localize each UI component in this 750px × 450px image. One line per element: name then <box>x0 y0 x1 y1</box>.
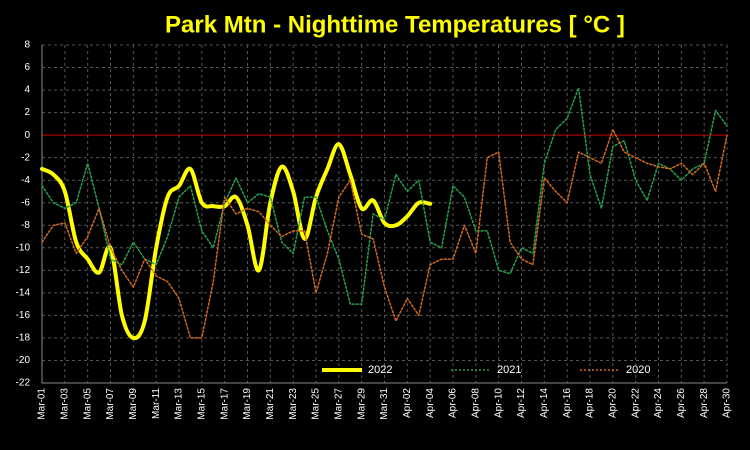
y-tick-label: 2 <box>24 107 30 118</box>
x-tick-label: Apr-06 <box>448 388 459 418</box>
x-tick-label: Mar-07 <box>105 388 116 420</box>
x-tick-label: Mar-05 <box>82 388 93 420</box>
y-tick-label: -20 <box>16 355 31 366</box>
y-tick-label: -22 <box>16 378 31 389</box>
x-tick-label: Mar-19 <box>242 388 253 420</box>
x-tick-label: Mar-31 <box>379 388 390 420</box>
x-tick-label: Mar-01 <box>37 388 48 420</box>
y-tick-label: -2 <box>21 152 30 163</box>
x-tick-label: Mar-15 <box>196 388 207 420</box>
chart-title: Park Mtn - Nighttime Temperatures [ °C ] <box>165 11 625 38</box>
series-line <box>41 87 728 305</box>
y-tick-label: 4 <box>24 85 30 96</box>
x-tick-label: Apr-12 <box>516 388 527 418</box>
legend-label: 2022 <box>368 364 392 376</box>
y-tick-label: -4 <box>21 175 30 186</box>
x-tick-label: Mar-13 <box>174 388 185 420</box>
x-tick-label: Apr-28 <box>699 388 710 418</box>
y-tick-label: -18 <box>16 333 31 344</box>
x-tick-label: Apr-26 <box>676 388 687 418</box>
x-tick-label: Apr-22 <box>630 388 641 418</box>
y-tick-label: 8 <box>24 40 30 51</box>
x-tick-label: Mar-03 <box>59 388 70 420</box>
y-tick-label: -6 <box>21 197 30 208</box>
x-tick-label: Mar-23 <box>288 388 299 420</box>
x-tick-label: Apr-24 <box>653 388 664 418</box>
x-tick-label: Mar-27 <box>333 388 344 420</box>
x-tick-label: Apr-04 <box>425 388 436 418</box>
y-tick-label: -8 <box>21 220 30 231</box>
x-tick-label: Mar-17 <box>219 388 230 420</box>
x-tick-label: Mar-29 <box>356 388 367 420</box>
x-tick-label: Apr-18 <box>585 388 596 418</box>
y-tick-label: -10 <box>16 242 31 253</box>
x-tick-label: Apr-16 <box>562 388 573 418</box>
y-tick-label: -16 <box>16 310 31 321</box>
y-tick-label: 0 <box>24 130 30 141</box>
x-tick-label: Apr-08 <box>470 388 481 418</box>
y-tick-label: -12 <box>16 265 31 276</box>
x-tick-label: Mar-25 <box>311 388 322 420</box>
x-tick-label: Mar-11 <box>151 388 162 419</box>
x-tick-label: Apr-30 <box>722 388 733 418</box>
x-tick-label: Apr-02 <box>402 388 413 418</box>
legend-label: 2021 <box>497 364 521 376</box>
legend-label: 2020 <box>626 364 650 376</box>
x-tick-label: Apr-20 <box>607 388 618 418</box>
y-tick-label: -14 <box>16 288 31 299</box>
x-tick-label: Apr-10 <box>493 388 504 418</box>
x-tick-label: Mar-21 <box>265 388 276 420</box>
x-tick-label: Mar-09 <box>128 388 139 420</box>
series-line <box>41 128 728 339</box>
x-tick-label: Apr-14 <box>539 388 550 418</box>
series-line <box>40 142 433 341</box>
y-tick-label: 6 <box>24 62 30 73</box>
